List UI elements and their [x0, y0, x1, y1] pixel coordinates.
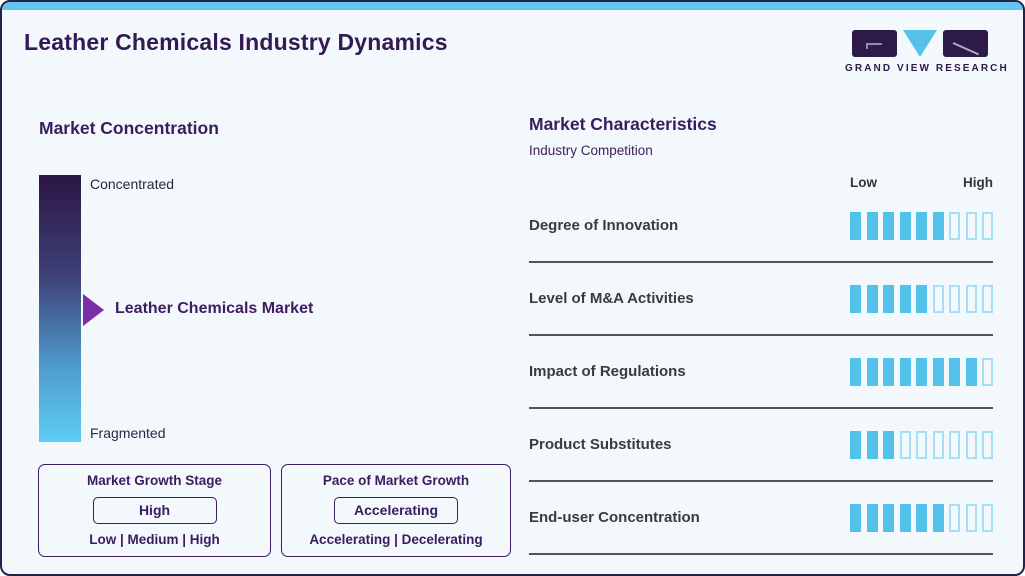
rating-bar-empty: [916, 430, 927, 459]
rating-bar-filled: [866, 430, 878, 459]
scale-low-label: Low: [850, 175, 877, 190]
gvr-logo-g-block-icon: [852, 30, 897, 57]
characteristic-label: End-user Concentration: [529, 509, 700, 526]
gvr-logo-r-block-icon: [943, 30, 988, 57]
rating-bar-filled: [916, 503, 927, 532]
rating-bar-filled: [850, 430, 861, 459]
grand-view-research-logo: GRAND VIEW RESEARCH: [845, 30, 1009, 74]
rating-bar-filled: [866, 503, 878, 532]
rating-bar-empty: [982, 284, 993, 313]
rating-bar-filled: [866, 284, 878, 313]
characteristic-row: Level of M&A Activities: [529, 263, 993, 336]
rating-bar-filled: [899, 284, 911, 313]
logo-wordmark: GRAND VIEW RESEARCH: [845, 63, 1009, 74]
characteristic-row: Degree of Innovation: [529, 190, 993, 263]
industry-competition-subtitle: Industry Competition: [529, 143, 653, 158]
rating-bar-filled: [899, 357, 911, 386]
rating-bar-filled: [850, 503, 861, 532]
gvr-logo-triangle-icon: [903, 30, 937, 57]
rating-bar-empty: [932, 284, 944, 313]
rating-bar-empty: [949, 211, 960, 240]
market-characteristics-title: Market Characteristics: [529, 114, 717, 134]
rating-bars: [850, 357, 993, 386]
rating-bars: [850, 284, 993, 313]
rating-bar-empty: [965, 503, 977, 532]
rating-bar-filled: [850, 357, 861, 386]
concentrated-label: Concentrated: [90, 176, 175, 192]
rating-bar-empty: [982, 211, 993, 240]
pace-title: Pace of Market Growth: [322, 473, 470, 488]
rating-bar-empty: [982, 503, 993, 532]
rating-bar-empty: [932, 430, 944, 459]
characteristics-rows: Degree of Innovation Level of M&A Activi…: [529, 190, 993, 555]
characteristic-label: Impact of Regulations: [529, 363, 686, 380]
rating-bar-empty: [949, 284, 960, 313]
pace-of-growth-box: Pace of Market Growth Accelerating Accel…: [281, 464, 511, 557]
rating-bars: [850, 430, 993, 459]
rating-bar-filled: [883, 430, 894, 459]
rating-bar-filled: [866, 357, 878, 386]
market-characteristics-section: Market Characteristics Industry Competit…: [529, 114, 993, 555]
rating-bar-empty: [965, 430, 977, 459]
rating-bar-filled: [916, 211, 927, 240]
pace-options: Accelerating | Decelerating: [309, 532, 483, 547]
rating-bars: [850, 211, 993, 240]
rating-bar-filled: [850, 211, 861, 240]
market-position-label: Leather Chemicals Market: [115, 300, 314, 317]
pace-value: Accelerating: [334, 496, 458, 524]
gvr-logo-mark: [845, 30, 995, 57]
rating-bar-empty: [899, 430, 911, 459]
rating-bar-filled: [850, 284, 861, 313]
growth-stage-options: Low | Medium | High: [89, 532, 220, 547]
rating-bar-filled: [899, 503, 911, 532]
rating-bar-filled: [883, 357, 894, 386]
scale-header: Low High: [529, 175, 993, 190]
rating-bar-filled: [932, 211, 944, 240]
fragmented-label: Fragmented: [90, 425, 166, 441]
rating-bar-filled: [866, 211, 878, 240]
characteristic-row: Product Substitutes: [529, 409, 993, 482]
rating-bar-filled: [916, 357, 927, 386]
rating-bar-empty: [949, 503, 960, 532]
concentration-gradient-bar: [39, 175, 81, 442]
rating-bar-empty: [949, 430, 960, 459]
market-concentration-title: Market Concentration: [39, 118, 219, 138]
rating-bar-filled: [949, 357, 960, 386]
rating-bar-filled: [965, 357, 977, 386]
rating-bar-filled: [932, 503, 944, 532]
rating-bar-filled: [883, 284, 894, 313]
rating-bar-empty: [965, 211, 977, 240]
market-position-arrow-icon: [83, 294, 104, 326]
top-accent-bar: [2, 2, 1023, 10]
characteristic-label: Degree of Innovation: [529, 217, 679, 234]
market-growth-stage-box: Market Growth Stage High Low | Medium | …: [38, 464, 271, 557]
characteristic-row: End-user Concentration: [529, 482, 993, 555]
rating-bar-filled: [883, 503, 894, 532]
rating-bar-empty: [982, 357, 993, 386]
rating-bar-empty: [982, 430, 993, 459]
rating-bar-filled: [932, 357, 944, 386]
characteristic-label: Level of M&A Activities: [529, 290, 694, 307]
rating-bar-filled: [899, 211, 911, 240]
rating-bar-filled: [883, 211, 894, 240]
characteristic-row: Impact of Regulations: [529, 336, 993, 409]
growth-stage-value: High: [92, 496, 217, 524]
growth-stage-title: Market Growth Stage: [86, 473, 223, 488]
rating-bar-empty: [965, 284, 977, 313]
rating-bars: [850, 503, 993, 532]
page-title: Leather Chemicals Industry Dynamics: [24, 29, 448, 55]
rating-bar-filled: [916, 284, 927, 313]
scale-high-label: High: [963, 175, 993, 190]
characteristic-label: Product Substitutes: [529, 436, 672, 453]
